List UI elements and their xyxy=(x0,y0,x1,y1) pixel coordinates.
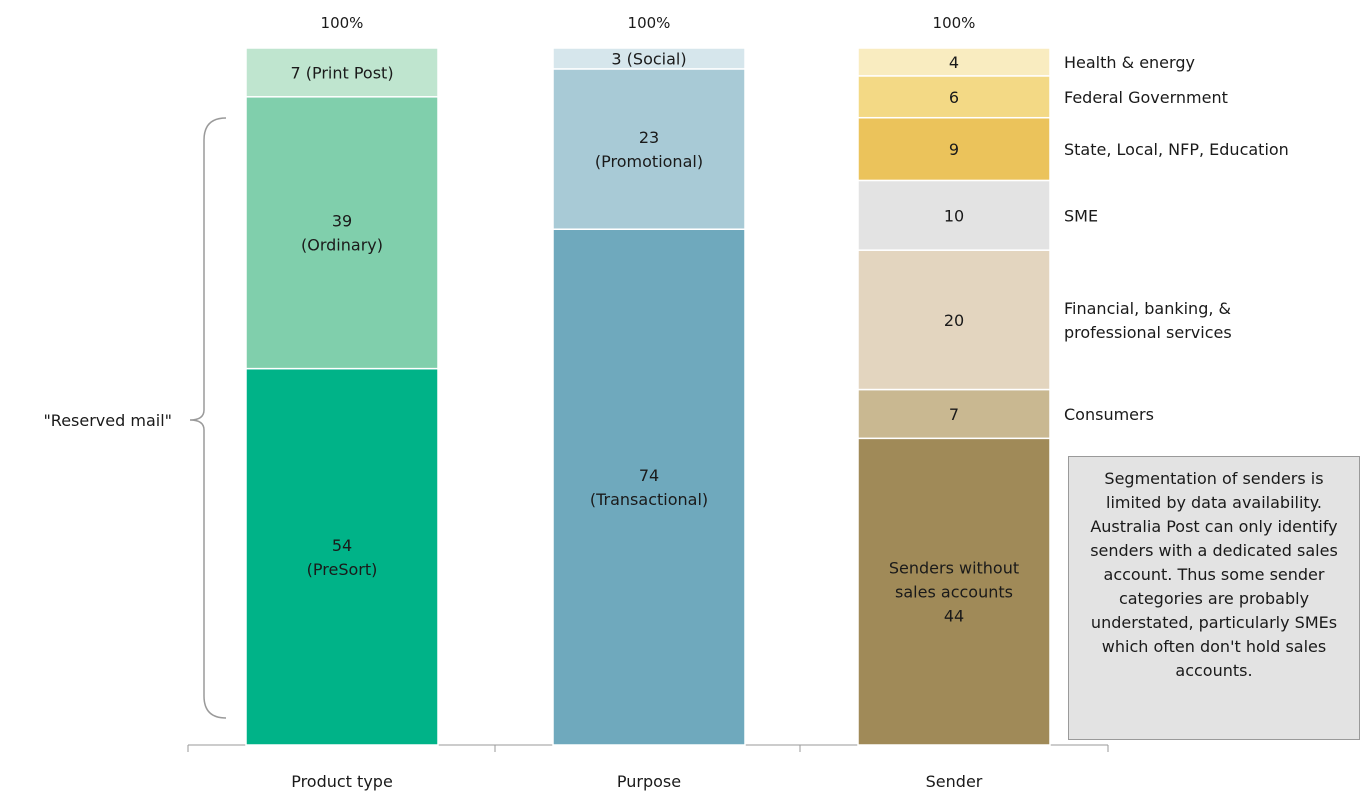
data-labels: 54 (PreSort) 39 (Ordinary) 7 (Print Post) 100… xyxy=(290,14,1019,791)
bracket-line xyxy=(189,117,227,719)
total-label-purpose: 100% xyxy=(628,14,671,32)
x-axis xyxy=(187,744,1109,752)
legend-financial-banking-professional-services: Financial, banking, & professional servic… xyxy=(1064,299,1232,342)
total-label-product-type: 100% xyxy=(321,14,364,32)
legend-sme: SME xyxy=(1064,206,1098,225)
data-availability-note: Segmentation of senders is limited by da… xyxy=(1068,456,1360,740)
bar-purpose-social xyxy=(552,47,746,70)
data-label-purpose-social: 3 (Social) xyxy=(611,49,686,68)
legend-health-energy: Health & energy xyxy=(1064,53,1195,72)
bar-purpose-promotional xyxy=(552,68,746,230)
bar-sender-senders-without-sales-accounts xyxy=(857,437,1051,746)
bar-sender-financial-banking-professional-services xyxy=(857,249,1051,391)
bar-sender-sme xyxy=(857,179,1051,251)
data-label-sender-consumers: 7 xyxy=(949,405,959,424)
category-label-product-type: Product type xyxy=(291,772,393,791)
data-label-sender-senders-without-sales-accounts: Senders without sales accounts 44 xyxy=(889,559,1019,626)
data-label-product-type-ordinary: 39 (Ordinary) xyxy=(301,212,383,255)
data-label-purpose-promotional: 23 (Promotional) xyxy=(595,128,703,171)
data-label-sender-federal-government: 6 xyxy=(949,88,959,107)
legend-federal-government: Federal Government xyxy=(1064,88,1228,107)
bar-purpose-transactional xyxy=(552,228,746,746)
data-label-sender-state-local-nfp-education: 9 xyxy=(949,140,959,159)
bracket-label: "Reserved mail" xyxy=(43,411,172,430)
category-label-sender: Sender xyxy=(926,772,983,791)
total-label-sender: 100% xyxy=(933,14,976,32)
bar-sender-state-local-nfp-education xyxy=(857,116,1051,182)
category-label-purpose: Purpose xyxy=(617,772,681,791)
bar-sender-federal-government xyxy=(857,75,1051,119)
bar-sender-health-energy xyxy=(857,47,1051,77)
data-label-sender-health-energy: 4 xyxy=(949,53,959,72)
bar-product-type-print-post xyxy=(245,47,439,98)
legend-state-local-nfp-education: State, Local, NFP, Education xyxy=(1064,140,1289,159)
legend-consumers: Consumers xyxy=(1064,405,1154,424)
data-label-product-type-presort: 54 (PreSort) xyxy=(307,536,378,579)
data-label-product-type-print-post: 7 (Print Post) xyxy=(290,63,393,82)
sender-legend: Consumers Financial, banking, & profession… xyxy=(1064,53,1289,424)
bar-product-type-ordinary xyxy=(245,96,439,370)
data-label-sender-sme: 10 xyxy=(944,206,964,225)
data-label-purpose-transactional: 74 (Transactional) xyxy=(590,466,708,509)
bars xyxy=(245,47,1051,746)
data-label-sender-financial-banking-professional-services: 20 xyxy=(944,311,964,330)
reserved-mail-bracket: "Reserved mail" xyxy=(43,117,227,719)
bar-product-type-presort xyxy=(245,367,439,746)
